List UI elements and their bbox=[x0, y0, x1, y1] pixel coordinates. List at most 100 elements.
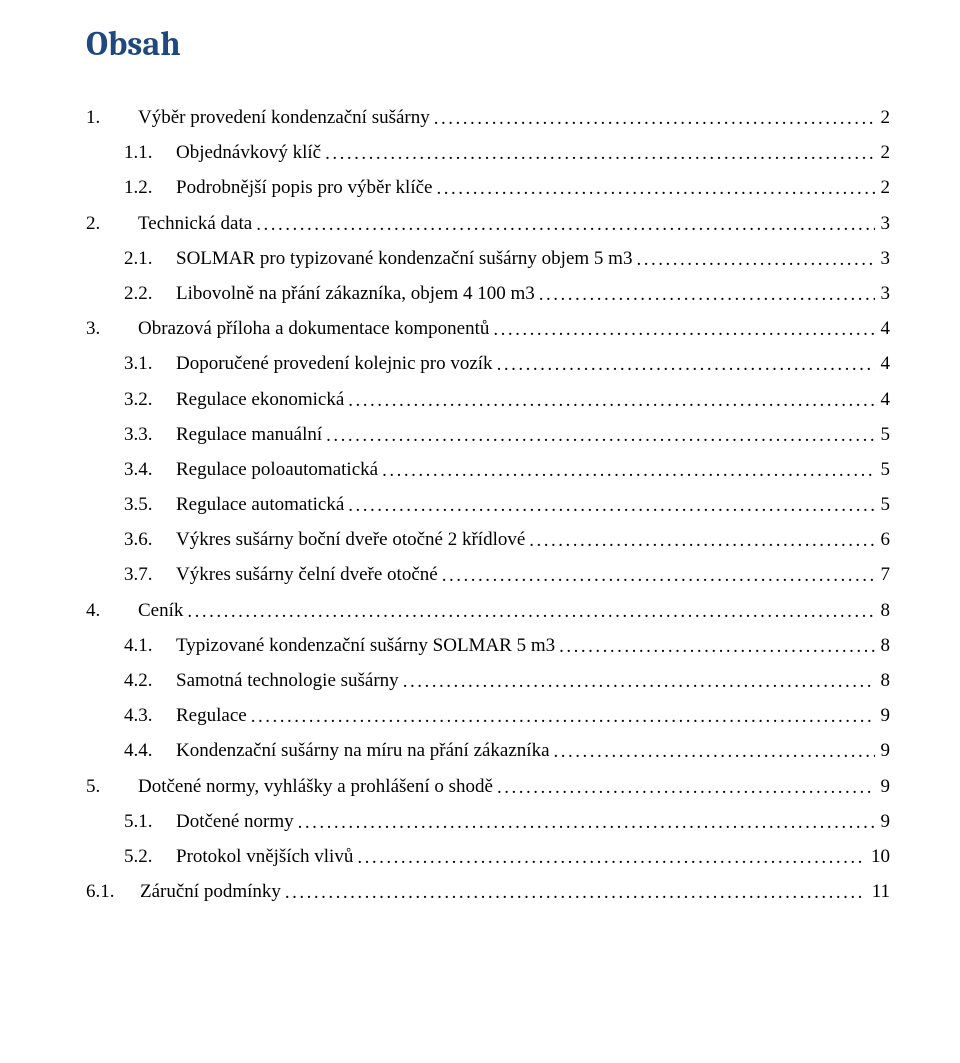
toc-entry-page: 11 bbox=[866, 882, 890, 901]
toc-row: 4.4.Kondenzační sušárny na míru na přání… bbox=[86, 741, 890, 760]
toc-entry-page: 9 bbox=[875, 812, 891, 831]
toc-row: 5.2.Protokol vnějších vlivů10 bbox=[86, 847, 890, 866]
toc-entry-title: Doporučené provedení kolejnic pro vozík bbox=[176, 354, 497, 373]
toc-entry-title: Výběr provedení kondenzační sušárny bbox=[138, 108, 434, 127]
toc-entry-page: 5 bbox=[875, 460, 891, 479]
page: Obsah 1.Výběr provedení kondenzační sušá… bbox=[0, 0, 960, 1063]
toc-entry-number: 5. bbox=[86, 777, 138, 796]
toc-leader-dots bbox=[251, 707, 875, 726]
toc-entry-number: 3.4. bbox=[124, 460, 176, 479]
toc-entry-page: 9 bbox=[875, 777, 891, 796]
toc-leader-dots bbox=[285, 883, 866, 902]
toc-row: 4.2.Samotná technologie sušárny 8 bbox=[86, 671, 890, 690]
toc-entry-title: Kondenzační sušárny na míru na přání zák… bbox=[176, 741, 554, 760]
toc-leader-dots bbox=[436, 179, 874, 198]
toc-entry-title: Regulace ekonomická bbox=[176, 390, 348, 409]
toc-entry-page: 7 bbox=[875, 565, 891, 584]
toc-leader-dots bbox=[554, 742, 875, 761]
toc-row: 3.Obrazová příloha a dokumentace kompone… bbox=[86, 319, 890, 338]
toc-entry-title: Ceník bbox=[138, 601, 187, 620]
toc-entry-title: Regulace automatická bbox=[176, 495, 348, 514]
toc-entry-number: 4.1. bbox=[124, 636, 176, 655]
toc-leader-dots bbox=[559, 637, 874, 656]
toc-entry-title: Typizované kondenzační sušárny SOLMAR 5 … bbox=[176, 636, 559, 655]
toc-entry-title: Podrobnější popis pro výběr klíče bbox=[176, 178, 436, 197]
toc-leader-dots bbox=[434, 109, 875, 128]
toc-entry-number: 4.3. bbox=[124, 706, 176, 725]
toc-entry-title: Záruční podmínky bbox=[140, 882, 285, 901]
toc-row: 2.2.Libovolně na přání zákazníka, objem … bbox=[86, 284, 890, 303]
toc-entry-page: 5 bbox=[875, 425, 891, 444]
toc-leader-dots bbox=[497, 355, 875, 374]
toc-entry-number: 3. bbox=[86, 319, 138, 338]
toc-entry-title: Obrazová příloha a dokumentace komponent… bbox=[138, 319, 493, 338]
toc-row: 4.1.Typizované kondenzační sušárny SOLMA… bbox=[86, 636, 890, 655]
toc-entry-page: 6 bbox=[875, 530, 891, 549]
toc-row: 3.1.Doporučené provedení kolejnic pro vo… bbox=[86, 354, 890, 373]
toc-entry-page: 8 bbox=[875, 601, 891, 620]
toc-leader-dots bbox=[326, 426, 874, 445]
toc-row: 3.5.Regulace automatická 5 bbox=[86, 495, 890, 514]
toc-entry-page: 4 bbox=[875, 354, 891, 373]
toc-row: 1.2.Podrobnější popis pro výběr klíče2 bbox=[86, 178, 890, 197]
toc-entry-number: 3.5. bbox=[124, 495, 176, 514]
toc-entry-number: 4. bbox=[86, 601, 138, 620]
toc-entry-title: Výkres sušárny čelní dveře otočné bbox=[176, 565, 442, 584]
toc-entry-title: Výkres sušárny boční dveře otočné 2 kříd… bbox=[176, 530, 529, 549]
toc-entry-number: 2. bbox=[86, 214, 138, 233]
toc-entry-number: 1.1. bbox=[124, 143, 176, 162]
toc-entry-number: 5.2. bbox=[124, 847, 176, 866]
toc-entry-page: 3 bbox=[875, 284, 891, 303]
toc-entry-title: Dotčené normy bbox=[176, 812, 298, 831]
toc-entry-page: 8 bbox=[875, 636, 891, 655]
toc-entry-number: 3.1. bbox=[124, 354, 176, 373]
toc-leader-dots bbox=[403, 672, 875, 691]
toc-entry-page: 4 bbox=[875, 390, 891, 409]
toc-entry-page: 3 bbox=[875, 249, 891, 268]
toc-row: 6.1.Záruční podmínky11 bbox=[86, 882, 890, 901]
toc-leader-dots bbox=[325, 144, 874, 163]
toc-leader-dots bbox=[636, 250, 874, 269]
toc-entry-number: 4.4. bbox=[124, 741, 176, 760]
toc-leader-dots bbox=[382, 461, 874, 480]
toc-leader-dots bbox=[348, 496, 874, 515]
toc-leader-dots bbox=[357, 848, 865, 867]
toc-leader-dots bbox=[442, 566, 875, 585]
toc-leader-dots bbox=[256, 215, 874, 234]
toc-leader-dots bbox=[187, 602, 874, 621]
toc-entry-number: 4.2. bbox=[124, 671, 176, 690]
toc-entry-page: 5 bbox=[875, 495, 891, 514]
toc-entry-title: Technická data bbox=[138, 214, 256, 233]
table-of-contents: 1.Výběr provedení kondenzační sušárny21.… bbox=[86, 108, 890, 901]
toc-entry-title: Objednávkový klíč bbox=[176, 143, 325, 162]
toc-entry-number: 2.1. bbox=[124, 249, 176, 268]
toc-entry-title: Protokol vnějších vlivů bbox=[176, 847, 357, 866]
toc-row: 4.Ceník 8 bbox=[86, 601, 890, 620]
toc-row: 2.1.SOLMAR pro typizované kondenzační su… bbox=[86, 249, 890, 268]
toc-entry-number: 5.1. bbox=[124, 812, 176, 831]
toc-row: 2.Technická data3 bbox=[86, 214, 890, 233]
toc-entry-title: Samotná technologie sušárny bbox=[176, 671, 403, 690]
toc-entry-number: 2.2. bbox=[124, 284, 176, 303]
toc-entry-page: 4 bbox=[875, 319, 891, 338]
toc-entry-number: 1. bbox=[86, 108, 138, 127]
toc-row: 3.6.Výkres sušárny boční dveře otočné 2 … bbox=[86, 530, 890, 549]
toc-leader-dots bbox=[493, 320, 874, 339]
toc-row: 3.7.Výkres sušárny čelní dveře otočné7 bbox=[86, 565, 890, 584]
toc-entry-page: 2 bbox=[875, 108, 891, 127]
toc-entry-page: 9 bbox=[875, 741, 891, 760]
toc-leader-dots bbox=[529, 531, 874, 550]
toc-leader-dots bbox=[539, 285, 875, 304]
toc-entry-number: 3.6. bbox=[124, 530, 176, 549]
toc-leader-dots bbox=[348, 391, 874, 410]
toc-entry-number: 3.2. bbox=[124, 390, 176, 409]
toc-entry-page: 8 bbox=[875, 671, 891, 690]
toc-entry-page: 2 bbox=[875, 143, 891, 162]
toc-row: 3.4.Regulace poloautomatická5 bbox=[86, 460, 890, 479]
toc-row: 1.1.Objednávkový klíč 2 bbox=[86, 143, 890, 162]
toc-entry-title: Libovolně na přání zákazníka, objem 4 10… bbox=[176, 284, 539, 303]
toc-entry-title: SOLMAR pro typizované kondenzační sušárn… bbox=[176, 249, 636, 268]
toc-entry-title: Regulace bbox=[176, 706, 251, 725]
toc-entry-number: 1.2. bbox=[124, 178, 176, 197]
toc-row: 4.3.Regulace9 bbox=[86, 706, 890, 725]
